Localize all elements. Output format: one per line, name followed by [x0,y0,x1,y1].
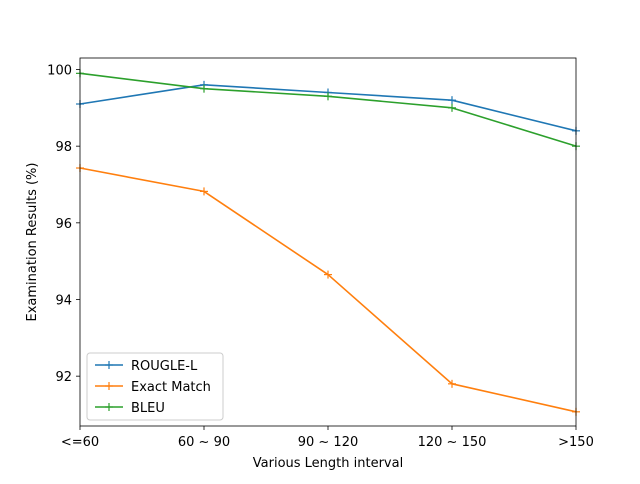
x-tick-label: 120 ~ 150 [418,435,487,450]
x-tick-label: 60 ~ 90 [178,435,230,450]
legend: ROUGLE-L Exact Match BLEU [86,352,224,421]
data-point [105,403,113,411]
legend-label: ROUGLE-L [131,359,198,374]
series-line [79,72,577,147]
series-rougle-l [76,80,580,135]
data-point [448,379,456,388]
x-axis-label: Various Length interval [253,456,403,471]
y-tick-label: 94 [55,294,72,309]
y-tick-label: 92 [55,370,72,385]
y-tick-label: 98 [55,140,72,155]
legend-item: ROUGLE-L [95,359,198,374]
data-point [105,361,113,369]
x-tick-label: <=60 [61,435,99,450]
legend-item: BLEU [95,401,165,416]
x-tick-label: 90 ~ 120 [298,435,359,450]
data-point [324,92,332,101]
legend-item: Exact Match [95,380,211,395]
series-bleu [76,69,580,151]
legend-label: Exact Match [131,380,211,395]
data-point [105,382,113,390]
x-tick-label: >150 [558,435,594,450]
y-axis-label: Examination Results (%) [25,163,40,322]
data-point [200,84,208,93]
y-axis: 92 94 96 98 100 [47,64,80,385]
y-tick-label: 100 [47,64,72,79]
data-point [200,187,208,196]
data-point [448,103,456,112]
y-tick-label: 96 [55,217,72,232]
x-axis: <=60 60 ~ 90 90 ~ 120 120 ~ 150 >150 [61,426,594,450]
legend-box [86,352,224,421]
data-point [324,270,332,279]
data-point [448,96,456,105]
legend-label: BLEU [131,401,165,416]
